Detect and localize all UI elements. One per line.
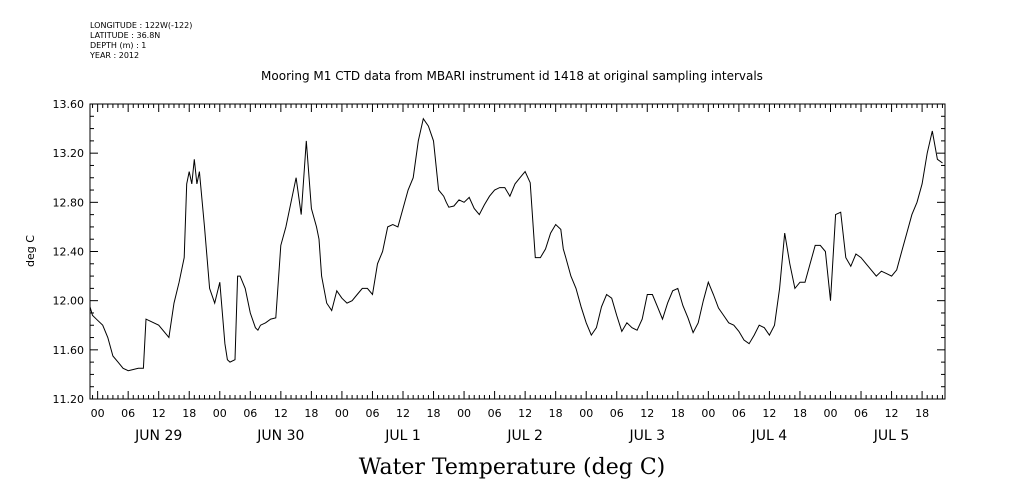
- x-tick-label: 12: [762, 407, 776, 420]
- y-tick-label: 13.60: [53, 98, 85, 111]
- date-label: JUL 3: [629, 428, 666, 444]
- x-tick-label: 06: [121, 407, 135, 420]
- x-tick-label: 00: [701, 407, 715, 420]
- x-tick-label: 00: [579, 407, 593, 420]
- x-tick-label: 00: [335, 407, 349, 420]
- x-tick-label: 18: [915, 407, 929, 420]
- y-tick-labels: 11.20 11.60 12.00 12.40 12.80 13.20 13.60: [53, 98, 85, 406]
- metadata-block: LONGITUDE : 122W(-122) LATITUDE : 36.8N …: [90, 21, 192, 61]
- y-tick-label: 12.40: [53, 246, 85, 259]
- latitude-text: LATITUDE : 36.8N: [90, 31, 161, 40]
- x-tick-label: 12: [640, 407, 654, 420]
- year-text: YEAR : 2012: [90, 51, 140, 60]
- x-axis-title: Water Temperature (deg C): [359, 455, 666, 480]
- y-tick-label: 12.00: [53, 295, 85, 308]
- chart-title: Mooring M1 CTD data from MBARI instrumen…: [261, 69, 763, 83]
- date-label: JUN 29: [134, 428, 182, 444]
- date-label: JUL 4: [751, 428, 788, 444]
- x-tick-label: 18: [304, 407, 318, 420]
- date-label: JUL 1: [384, 428, 421, 444]
- y-tick-label: 13.20: [53, 147, 85, 160]
- x-tick-label: 18: [427, 407, 441, 420]
- x-tick-label: 06: [610, 407, 624, 420]
- x-tick-label: 18: [182, 407, 196, 420]
- x-tick-label: 12: [152, 407, 166, 420]
- x-tick-label: 06: [243, 407, 257, 420]
- x-tick-label: 12: [396, 407, 410, 420]
- y-axis-label: deg C: [24, 235, 37, 267]
- x-tick-label: 00: [823, 407, 837, 420]
- date-labels: JUN 29 JUN 30 JUL 1 JUL 2 JUL 3 JUL 4 JUL 5: [134, 428, 909, 444]
- series-line-water-temperature: [89, 117, 943, 372]
- tick-marks: [90, 103, 945, 400]
- date-label: JUL 5: [873, 428, 910, 444]
- date-label: JUN 30: [256, 428, 304, 444]
- x-tick-label: 06: [854, 407, 868, 420]
- depth-text: DEPTH (m) : 1: [90, 41, 147, 50]
- plot-frame: [89, 103, 946, 400]
- longitude-text: LONGITUDE : 122W(-122): [90, 21, 193, 30]
- y-tick-label: 11.20: [53, 393, 85, 406]
- x-tick-label: 18: [549, 407, 563, 420]
- x-tick-label: 00: [213, 407, 227, 420]
- date-label: JUL 2: [506, 428, 543, 444]
- y-tick-label: 11.60: [53, 344, 85, 357]
- x-tick-label: 00: [457, 407, 471, 420]
- x-tick-label: 06: [365, 407, 379, 420]
- x-tick-label: 18: [793, 407, 807, 420]
- y-tick-label: 12.80: [53, 196, 85, 209]
- x-tick-label: 12: [885, 407, 899, 420]
- x-tick-label: 00: [91, 407, 105, 420]
- x-tick-label: 18: [671, 407, 685, 420]
- x-tick-label: 06: [488, 407, 502, 420]
- x-tick-labels: 00 06 12 18 00 06 12 18 00 06 12 18 00 06 12 18 00 06 12 18…: [91, 407, 929, 420]
- x-tick-label: 12: [274, 407, 288, 420]
- x-tick-label: 12: [518, 407, 532, 420]
- x-tick-label: 06: [732, 407, 746, 420]
